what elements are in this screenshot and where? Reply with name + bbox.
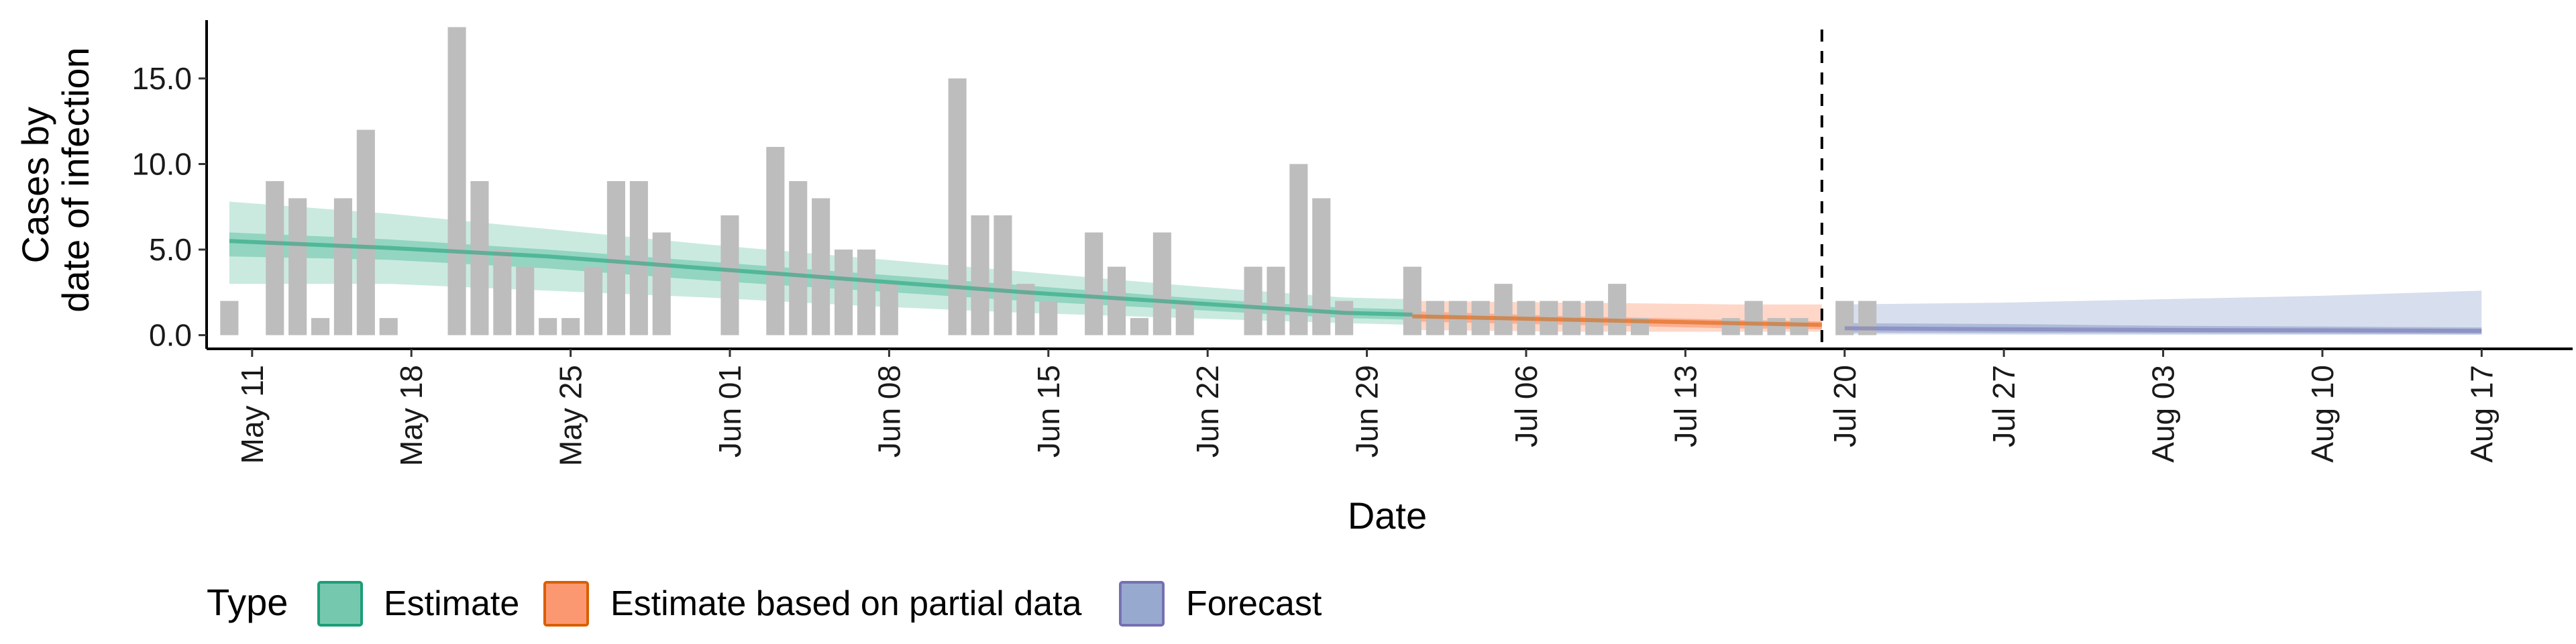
case-bar [266,181,284,335]
legend-label-forecast: Forecast [1186,584,1322,623]
case-bar [1335,301,1354,335]
case-bar [629,181,648,335]
y-tick-label: 10.0 [131,146,192,181]
case-bar [447,27,466,335]
case-bar [789,181,808,335]
case-bar [1267,266,1285,335]
case-bar [652,232,671,335]
case-bar [766,147,785,335]
y-tick-label: 15.0 [131,61,192,96]
legend-title: Type [207,581,288,623]
legend-swatch-forecast [1119,581,1165,627]
case-bar [288,198,307,335]
case-bar [1152,232,1171,335]
case-bar [561,318,580,335]
case-bar [1244,266,1263,335]
x-axis-title: Date [1348,494,1427,537]
x-tick-label: Jun 22 [1190,365,1225,458]
legend: Type Estimate Estimate based on partial … [207,581,1322,627]
case-bar [1312,198,1331,335]
case-bar [1790,318,1809,335]
x-tick-label: Jul 20 [1827,365,1862,447]
case-bar [857,250,875,335]
axes [205,20,2573,350]
case-bar [812,198,830,335]
case-bar [1585,301,1604,335]
forecast-median-line [1844,326,2482,333]
x-tick-label: Jun 15 [1031,365,1066,458]
case-bar [584,266,603,335]
case-bar [1721,318,1740,335]
case-bar [1085,232,1104,335]
case-bar [1130,318,1148,335]
x-tick-label: Jun 08 [871,365,906,458]
estimate-based-on-partial-data-median-line [1412,314,1822,327]
legend-label-estimate: Estimate [384,584,519,623]
case-bar [220,301,239,335]
case-bar [470,181,489,335]
legend-item-estimate: Estimate [317,581,519,627]
case-bar [1039,301,1058,335]
y-axis-title: Cases by date of infection [14,47,97,312]
case-bar [879,284,898,335]
case-bar [994,215,1012,335]
case-bar [1289,164,1308,335]
case-bar [720,215,739,335]
case-bar [1494,284,1513,335]
estimate-median-line [229,239,1413,317]
x-tick-label: Jun 01 [712,365,747,458]
x-tick-label: Jun 29 [1350,365,1385,458]
case-bar [835,250,853,335]
legend-swatch-estimate [317,581,363,627]
x-tick-label: May 18 [394,365,429,466]
x-axis-ticks: May 11 May 18 May 25 Jun 01 Jun 08 Jun 15 Jun … [235,349,2499,466]
x-tick-label: Jul 06 [1509,365,1544,447]
x-tick-label: May 11 [235,365,270,464]
forecast-outer-band [1844,290,2482,335]
case-bar [516,266,535,335]
x-tick-label: Aug 17 [2464,365,2499,463]
case-bar [948,78,967,335]
legend-item-forecast: Forecast [1119,581,1322,627]
case-bar [1175,301,1194,335]
case-bar [311,318,330,335]
case-bar [606,181,625,335]
x-tick-label: Jul 27 [1986,365,2021,447]
case-bar [356,129,375,335]
x-tick-label: Aug 03 [2146,365,2181,463]
case-bar [379,318,398,335]
case-bar [1403,266,1421,335]
y-axis-ticks: 0.0 5.0 10.0 15.0 [131,61,207,353]
legend-label-partial: Estimate based on partial data [610,584,1082,623]
x-tick-label: Jul 13 [1668,365,1703,447]
x-tick-label: Aug 10 [2305,365,2340,463]
legend-item-partial: Estimate based on partial data [543,581,1082,627]
case-bar [539,318,557,335]
x-tick-label: May 25 [553,365,588,466]
y-tick-label: 5.0 [149,232,192,267]
case-bar [971,215,989,335]
y-axis-title-line-1: Cases by [14,107,56,263]
case-bar [1608,284,1627,335]
median-lines [229,239,2482,333]
case-bar [333,198,352,335]
y-tick-label: 0.0 [149,318,192,353]
case-bar [1744,301,1763,335]
case-bar [1767,318,1786,335]
y-axis-title-line-2: date of infection [54,47,97,312]
legend-swatch-partial [543,581,589,627]
case-bar [493,250,512,335]
case-bar [1108,266,1126,335]
